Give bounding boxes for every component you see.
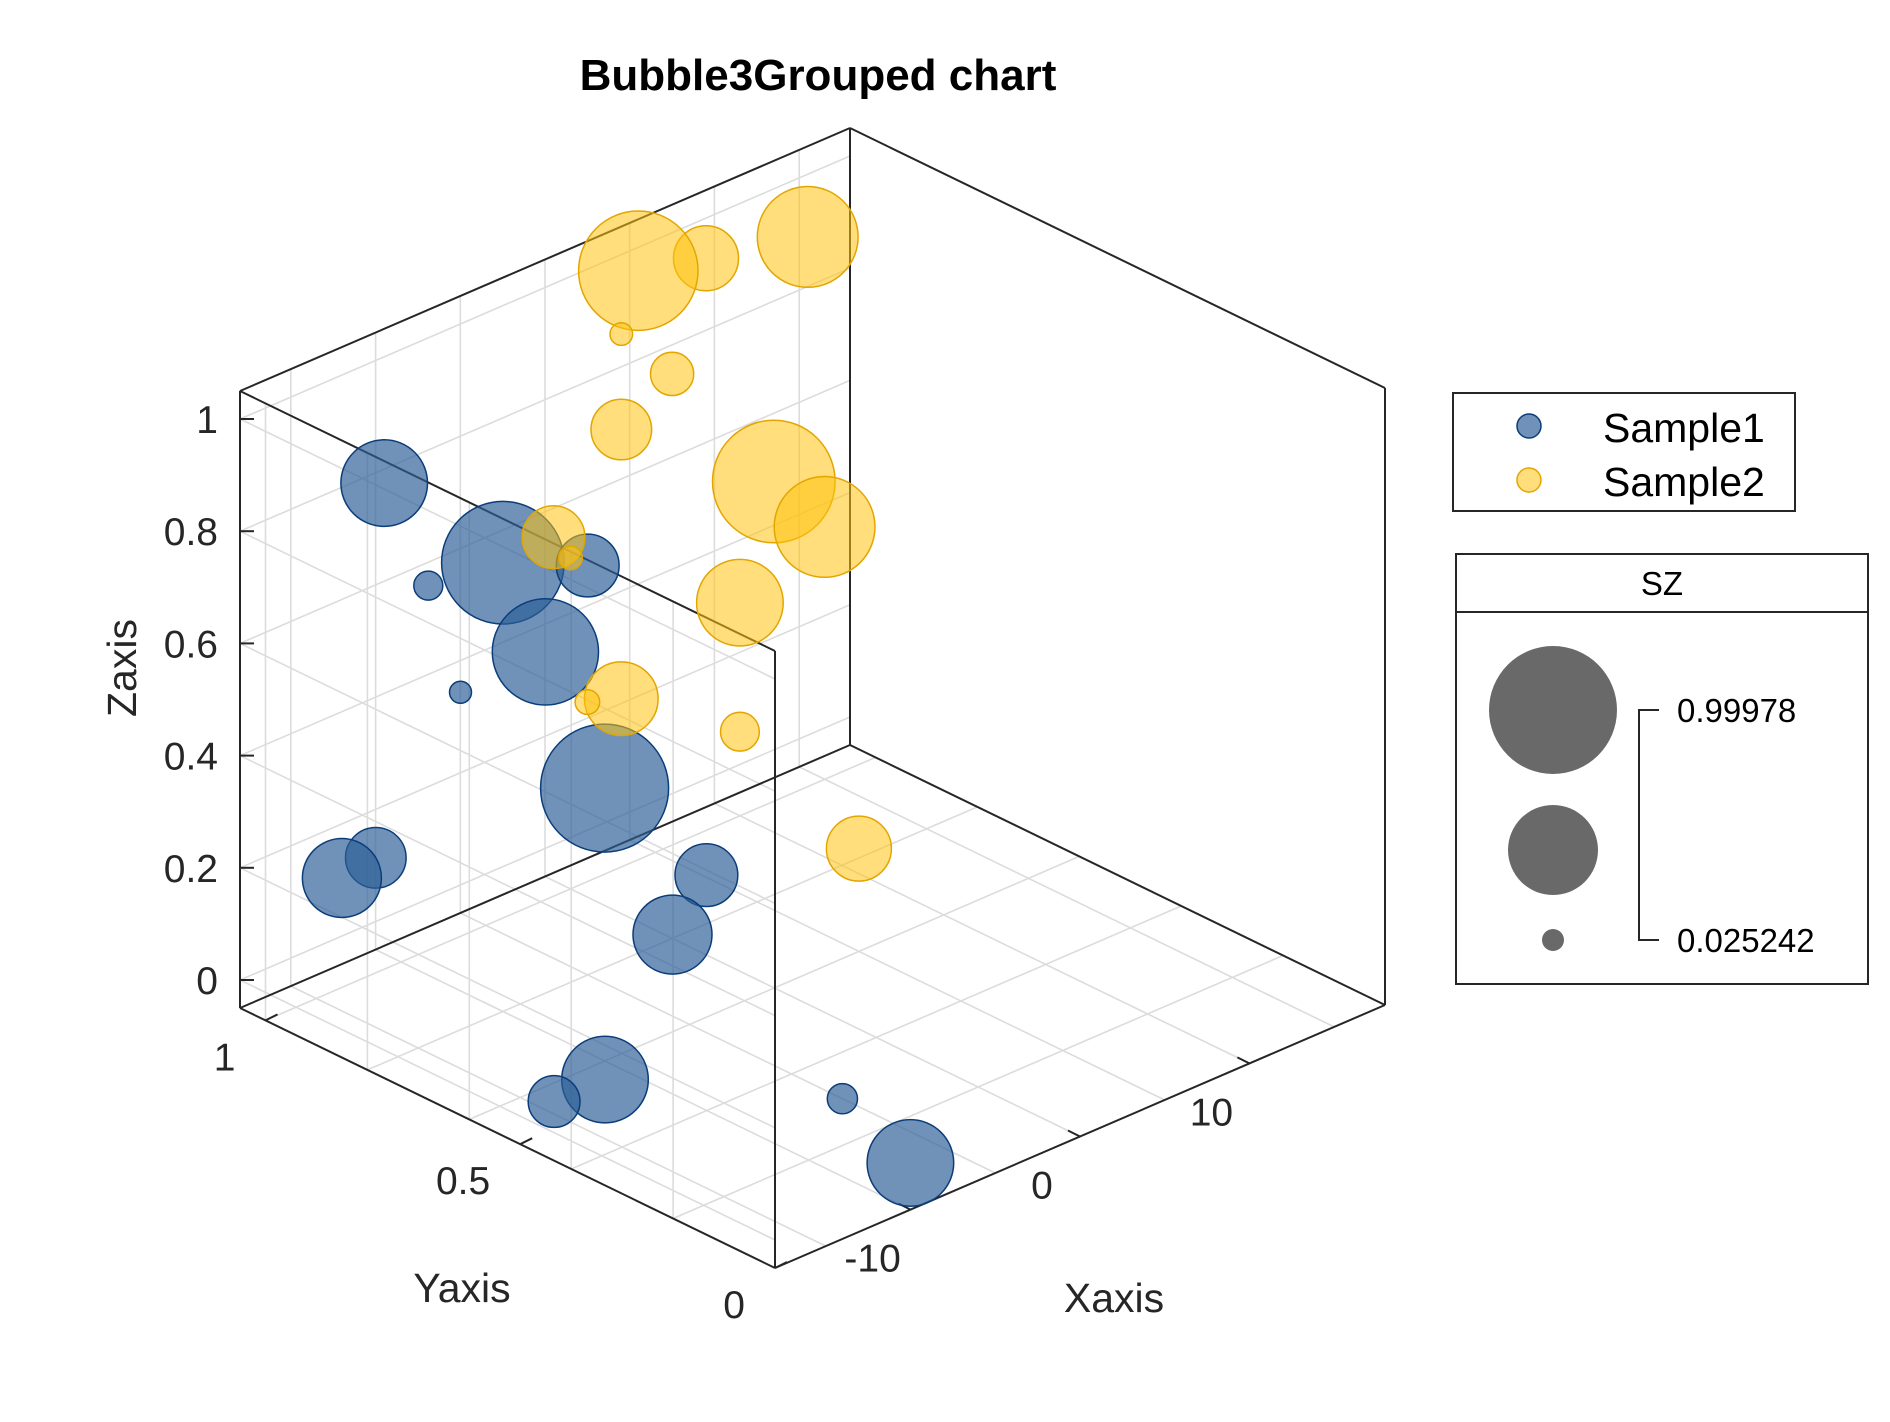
x-tick-mark xyxy=(1236,1056,1250,1065)
size-legend-medium-bubble xyxy=(1508,805,1598,895)
box-edge xyxy=(239,1007,776,1269)
series-legend: Sample1 Sample2 xyxy=(1452,392,1796,512)
z-axis-label: Zaxis xyxy=(99,619,145,717)
bubble-sample1 xyxy=(527,1074,581,1129)
bubble-sample2 xyxy=(773,475,876,579)
floor-grid-line xyxy=(672,954,1284,1220)
box-edge xyxy=(849,744,1386,1006)
bubble-sample2 xyxy=(574,689,601,716)
wall-grid-line xyxy=(239,155,851,420)
size-legend-max-label: 0.99978 xyxy=(1677,692,1796,729)
y-tick-mark xyxy=(265,1013,278,1022)
bubble-sample2 xyxy=(557,545,584,571)
y-axis-label: Yaxis xyxy=(413,1265,510,1311)
bubble-sample1 xyxy=(448,680,473,705)
z-tick-label: 0 xyxy=(196,960,218,1003)
z-tick-label: 0.6 xyxy=(164,623,218,666)
floor-grid-line xyxy=(544,875,1081,1138)
legend-label-sample1: Sample1 xyxy=(1603,405,1765,451)
size-legend-large-bubble xyxy=(1489,646,1617,774)
chart-title: Bubble3Grouped chart xyxy=(580,51,1057,100)
size-legend: SZ 0.99978 0.025242 xyxy=(1455,553,1869,985)
size-legend-box xyxy=(1455,553,1869,985)
y-tick-label: 0 xyxy=(723,1284,745,1327)
series-legend-box xyxy=(1452,392,1796,512)
bubble-sample2 xyxy=(719,711,761,752)
bubble-sample2 xyxy=(695,558,784,647)
y-tick-mark xyxy=(519,1137,533,1146)
series-sample1 xyxy=(301,439,955,1207)
bubble-sample1 xyxy=(491,598,600,706)
box-edge xyxy=(849,127,1386,389)
bubble-sample1 xyxy=(674,842,739,908)
z-tick-label: 0.2 xyxy=(164,848,218,891)
box-edge xyxy=(239,744,851,1009)
bubble-sample2 xyxy=(649,351,695,397)
size-legend-min-label: 0.025242 xyxy=(1677,922,1815,959)
floor-grid-line xyxy=(798,766,1335,1028)
y-tick-label: 0.5 xyxy=(436,1160,490,1203)
legend-marker-sample2 xyxy=(1516,467,1542,493)
size-legend-title: SZ xyxy=(1641,565,1683,602)
bubble-sample1 xyxy=(866,1118,955,1207)
x-tick-label: 0 xyxy=(1031,1165,1053,1208)
y-tick-label: 1 xyxy=(214,1036,236,1079)
wall-grid-line xyxy=(239,979,776,1241)
bubble-sample2 xyxy=(577,210,699,332)
x-tick-label: 10 xyxy=(1190,1091,1233,1134)
bubble-sample2 xyxy=(756,185,859,289)
legend-marker-sample1 xyxy=(1516,413,1542,439)
size-legend-bracket xyxy=(1638,709,1659,941)
x-tick-mark xyxy=(1067,1129,1081,1138)
wall-grid-line xyxy=(239,604,851,869)
bubble-sample1 xyxy=(826,1082,859,1115)
x-tick-label: -10 xyxy=(844,1238,900,1281)
z-tick-label: 0.4 xyxy=(164,736,218,779)
z-tick-label: 0.8 xyxy=(164,511,218,554)
bubble-sample2 xyxy=(609,322,634,347)
bubble-sample2 xyxy=(590,398,653,461)
wall-grid-line xyxy=(239,716,851,981)
bubble-layer xyxy=(301,185,955,1207)
floor-grid-line xyxy=(714,802,1250,1065)
size-legend-small-bubble xyxy=(1542,929,1564,951)
y-tick-mark xyxy=(774,1261,788,1269)
box-edge xyxy=(239,127,851,392)
bubble-sample1 xyxy=(539,723,670,853)
bubble-sample1 xyxy=(340,439,429,528)
bubble-sample1 xyxy=(632,894,713,975)
legend-label-sample2: Sample2 xyxy=(1603,459,1765,505)
bubble-sample1 xyxy=(413,570,444,601)
x-axis-label: Xaxis xyxy=(1064,1275,1164,1321)
bubble-sample1 xyxy=(301,837,383,919)
z-tick-label: 1 xyxy=(196,399,218,442)
bubble-sample2 xyxy=(825,815,893,882)
series-sample2 xyxy=(521,185,893,882)
